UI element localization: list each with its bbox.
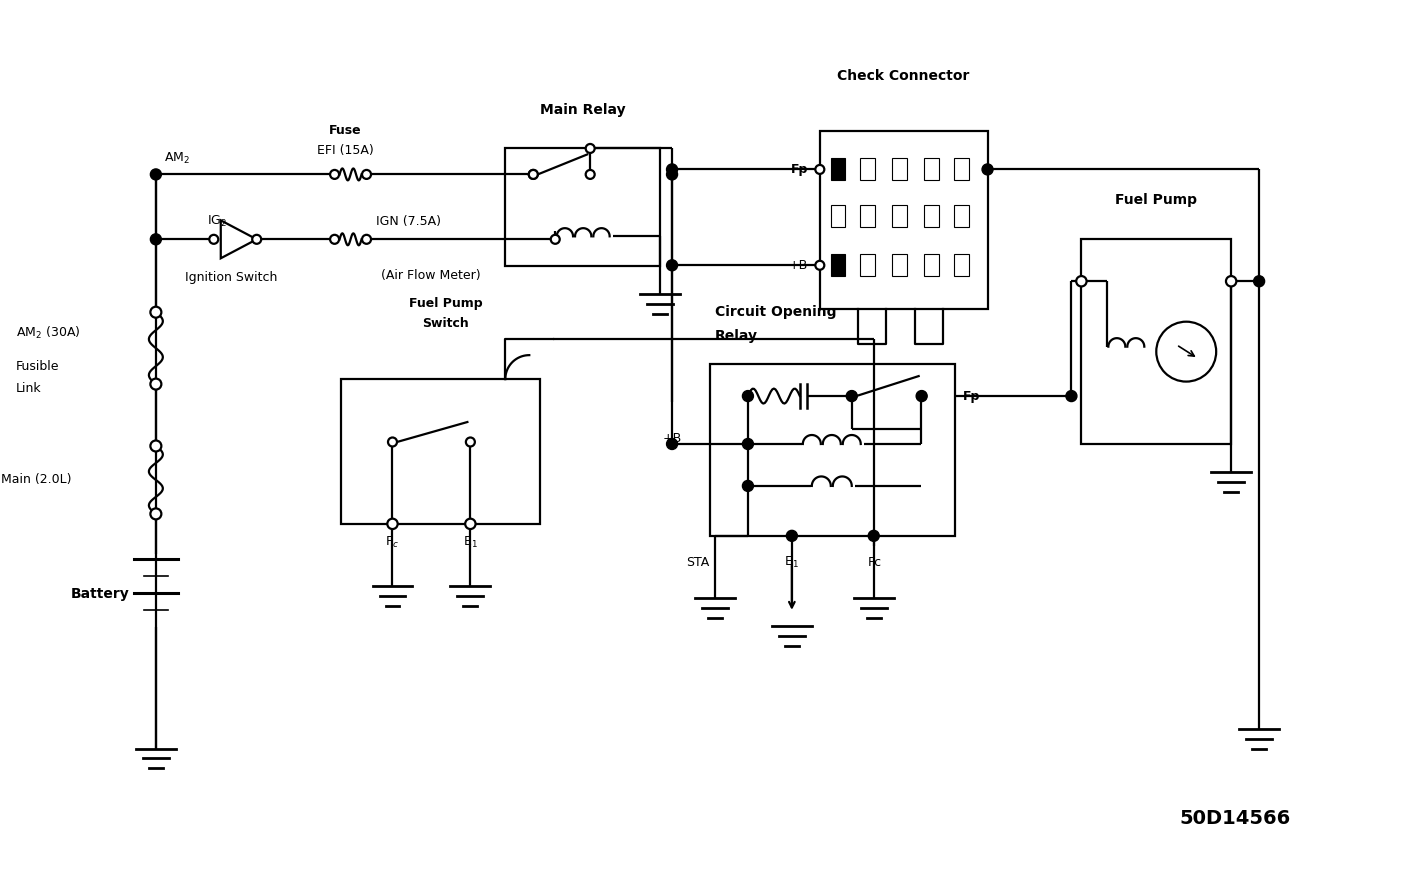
Circle shape [465,518,475,529]
Circle shape [150,169,162,180]
Text: Link: Link [15,382,42,394]
Bar [924,158,939,180]
Circle shape [1254,276,1264,287]
Circle shape [388,438,396,447]
Text: STA: STA [686,556,710,569]
Circle shape [150,378,162,390]
Text: AM$_2$ (30A): AM$_2$ (30A) [15,325,80,341]
Text: Battery: Battery [72,586,129,600]
Circle shape [330,170,339,179]
Bar [860,158,875,180]
Circle shape [586,170,595,179]
Text: Fc: Fc [868,556,882,569]
Bar [505,149,659,267]
Text: +B: +B [789,259,808,272]
Circle shape [1066,391,1077,401]
Bar [893,158,907,180]
Bar [710,364,955,536]
Circle shape [529,170,537,179]
Circle shape [209,235,218,244]
Text: Fuel Pump: Fuel Pump [1115,193,1198,207]
Bar [1081,239,1232,444]
Bar [955,254,969,276]
Text: Check Connector: Check Connector [838,68,970,82]
Circle shape [150,440,162,452]
Circle shape [815,165,824,174]
Text: IG$_2$: IG$_2$ [207,214,226,229]
Bar [924,254,939,276]
Circle shape [848,392,856,400]
Text: Fp: Fp [790,163,808,176]
Bar [893,205,907,227]
Circle shape [361,170,371,179]
Circle shape [1076,276,1087,287]
Circle shape [917,392,927,400]
Circle shape [981,164,993,175]
Bar [831,254,845,276]
Bar [955,158,969,180]
Text: Switch: Switch [422,317,468,330]
Text: Main Relay: Main Relay [540,102,626,116]
Circle shape [150,234,162,245]
Text: Relay: Relay [716,329,758,343]
Text: F$_c$: F$_c$ [385,535,399,550]
Circle shape [846,391,858,401]
Text: Main (2.0L): Main (2.0L) [1,474,72,487]
Circle shape [529,170,537,179]
Bar [831,158,845,180]
Circle shape [586,144,595,153]
Circle shape [551,235,560,244]
Circle shape [361,235,371,244]
Circle shape [666,164,678,175]
Circle shape [786,531,797,541]
Circle shape [387,518,398,529]
Circle shape [666,169,678,180]
Text: 50D14566: 50D14566 [1180,809,1291,828]
Text: IGN (7.5A): IGN (7.5A) [375,215,440,228]
Bar [831,205,845,227]
Text: AM$_2$: AM$_2$ [165,151,190,166]
Circle shape [815,260,824,270]
Text: +B: +B [662,433,682,446]
Circle shape [465,438,475,447]
Text: Circuit Opening: Circuit Opening [716,305,837,319]
Circle shape [150,307,162,317]
Text: EFI (15A): EFI (15A) [318,144,374,157]
Bar [860,205,875,227]
Circle shape [742,439,754,449]
Text: Ignition Switch: Ignition Switch [184,271,277,284]
Circle shape [742,481,754,491]
Bar [924,205,939,227]
Text: Fuel Pump: Fuel Pump [409,297,482,310]
Bar [340,379,540,524]
Circle shape [742,391,754,401]
Circle shape [869,531,879,541]
Bar [955,205,969,227]
Bar [893,254,907,276]
Text: (Air Flow Meter): (Air Flow Meter) [381,269,481,282]
Circle shape [666,260,678,271]
Bar [820,131,987,309]
Text: Fp: Fp [963,390,980,403]
Circle shape [666,439,678,449]
Bar [860,254,875,276]
Text: E$_1$: E$_1$ [463,535,478,550]
Text: Fuse: Fuse [329,124,361,137]
Circle shape [252,235,262,244]
Circle shape [1226,276,1236,287]
Text: E$_1$: E$_1$ [785,555,799,570]
Circle shape [330,235,339,244]
Circle shape [150,509,162,519]
Text: Fusible: Fusible [15,359,59,372]
Circle shape [917,391,927,401]
